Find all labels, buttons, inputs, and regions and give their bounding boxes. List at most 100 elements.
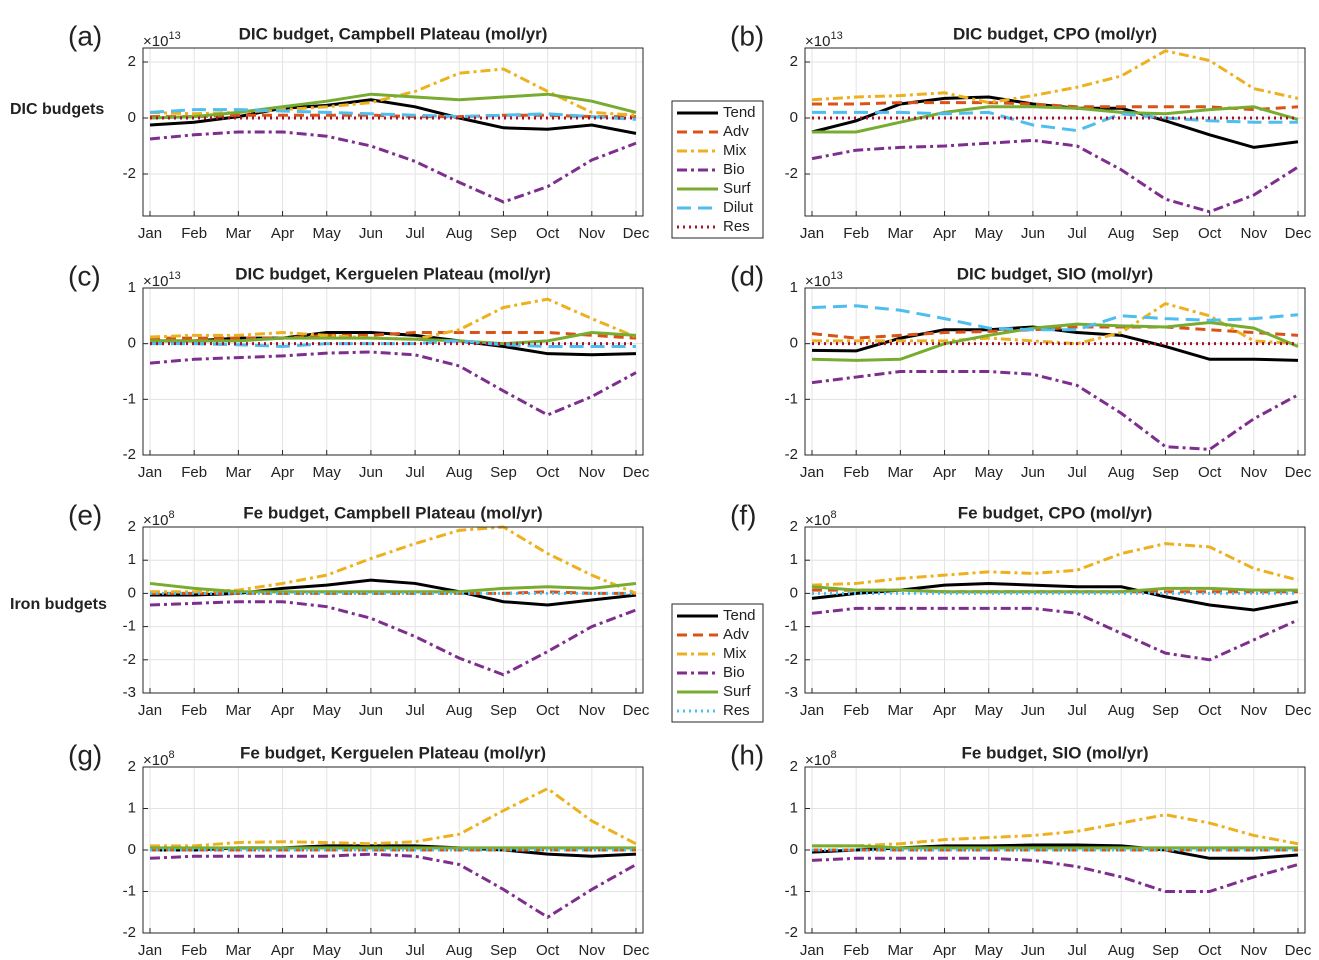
x-tick-label: Feb <box>181 702 207 719</box>
y-tick-label: -1 <box>785 618 798 635</box>
x-tick-label: Sep <box>1152 702 1179 719</box>
panel-label: (f) <box>730 499 756 530</box>
legend-box <box>671 100 764 239</box>
y-exponent: ×1013 <box>805 270 843 290</box>
legend-label: Adv <box>723 626 749 643</box>
y-tick-label: -2 <box>785 446 798 463</box>
series-line <box>150 525 637 595</box>
series-line <box>150 331 637 346</box>
exponent-base: ×10 <box>143 752 168 769</box>
x-tick-label: Apr <box>933 225 956 242</box>
series-line <box>149 581 637 594</box>
plot-frame <box>804 766 1306 934</box>
x-tick-label: May <box>313 942 342 959</box>
series-line <box>149 600 637 677</box>
y-tick-label: -1 <box>123 390 136 407</box>
y-tick-label: 1 <box>790 279 798 296</box>
series-line <box>812 844 1298 850</box>
y-tick-label: -3 <box>123 684 136 701</box>
x-tick-label: Aug <box>446 464 473 481</box>
exponent-base: ×10 <box>805 752 830 769</box>
y-tick-label: 2 <box>128 758 136 775</box>
series-line <box>812 110 1298 133</box>
series-line <box>811 304 1299 332</box>
y-tick-label: 0 <box>790 335 798 352</box>
x-tick-label: May <box>313 702 342 719</box>
x-tick-label: Apr <box>933 702 956 719</box>
series-line <box>811 585 1298 594</box>
chart-title: Fe budget, SIO (mol/yr) <box>961 743 1148 762</box>
x-tick-label: Sep <box>1152 464 1179 481</box>
x-tick-label: Nov <box>578 942 605 959</box>
x-tick-label: Mar <box>225 702 251 719</box>
series-line <box>812 813 1299 848</box>
plot-frame <box>142 766 644 934</box>
panel-label: (c) <box>68 260 101 291</box>
legend-label: Bio <box>723 161 745 178</box>
x-tick-label: May <box>975 225 1004 242</box>
y-exponent: ×108 <box>143 509 175 529</box>
legend-label: Mix <box>723 645 747 662</box>
legend-label: Tend <box>723 607 756 624</box>
series-line <box>149 130 637 204</box>
exponent-power: 13 <box>168 270 180 282</box>
row-label: DIC budgets <box>10 101 104 118</box>
x-tick-label: Nov <box>1240 464 1267 481</box>
x-tick-label: Jun <box>359 942 383 959</box>
x-tick-label: Mar <box>887 942 913 959</box>
x-tick-label: Mar <box>225 464 251 481</box>
y-exponent: ×108 <box>143 749 175 769</box>
y-exponent: ×108 <box>805 749 837 769</box>
legend-box <box>671 603 764 723</box>
y-tick-label: -2 <box>123 165 136 182</box>
panel-label: (h) <box>730 739 764 770</box>
x-tick-label: Dec <box>623 702 650 719</box>
exponent-power: 13 <box>168 30 180 42</box>
exponent-power: 13 <box>830 30 842 42</box>
series-line <box>811 325 1299 340</box>
x-tick-label: Oct <box>536 702 560 719</box>
exponent-power: 8 <box>168 749 174 761</box>
exponent-base: ×10 <box>805 273 830 290</box>
y-tick-label: -2 <box>785 924 798 941</box>
x-tick-label: Jun <box>1021 702 1045 719</box>
x-tick-label: Nov <box>1240 702 1267 719</box>
x-tick-label: Jul <box>405 464 424 481</box>
y-tick-label: -2 <box>785 651 798 668</box>
x-tick-label: Dec <box>1285 702 1312 719</box>
y-exponent: ×1013 <box>143 30 181 50</box>
exponent-power: 8 <box>830 509 836 521</box>
legend-label: Res <box>723 218 750 235</box>
x-tick-label: Aug <box>1108 702 1135 719</box>
y-exponent: ×1013 <box>143 270 181 290</box>
series-line <box>150 331 637 340</box>
x-tick-label: Aug <box>446 942 473 959</box>
legend-label: Surf <box>723 683 751 700</box>
x-tick-label: Sep <box>490 702 517 719</box>
x-tick-label: Mar <box>225 942 251 959</box>
chart-title: DIC budget, Kerguelen Plateau (mol/yr) <box>235 264 551 283</box>
x-tick-label: Oct <box>1198 464 1222 481</box>
series-line <box>149 852 637 920</box>
x-tick-label: Oct <box>536 225 560 242</box>
x-tick-label: Jun <box>359 702 383 719</box>
y-tick-label: 1 <box>128 551 136 568</box>
plot-frame <box>142 526 644 694</box>
y-tick-label: -2 <box>123 651 136 668</box>
y-tick-label: 1 <box>128 799 136 816</box>
y-tick-label: -3 <box>785 684 798 701</box>
x-tick-label: Jan <box>138 225 162 242</box>
x-tick-label: Aug <box>1108 942 1135 959</box>
chart-title: Fe budget, CPO (mol/yr) <box>958 503 1153 522</box>
y-tick-label: -1 <box>123 882 136 899</box>
y-tick-label: 0 <box>790 841 798 858</box>
x-tick-label: Jun <box>359 225 383 242</box>
x-tick-label: Feb <box>181 942 207 959</box>
x-tick-label: Jan <box>138 942 162 959</box>
x-tick-label: Feb <box>843 464 869 481</box>
series-line <box>149 108 637 121</box>
y-tick-label: 2 <box>128 518 136 535</box>
exponent-power: 8 <box>830 749 836 761</box>
row-label: Iron budgets <box>10 596 107 613</box>
